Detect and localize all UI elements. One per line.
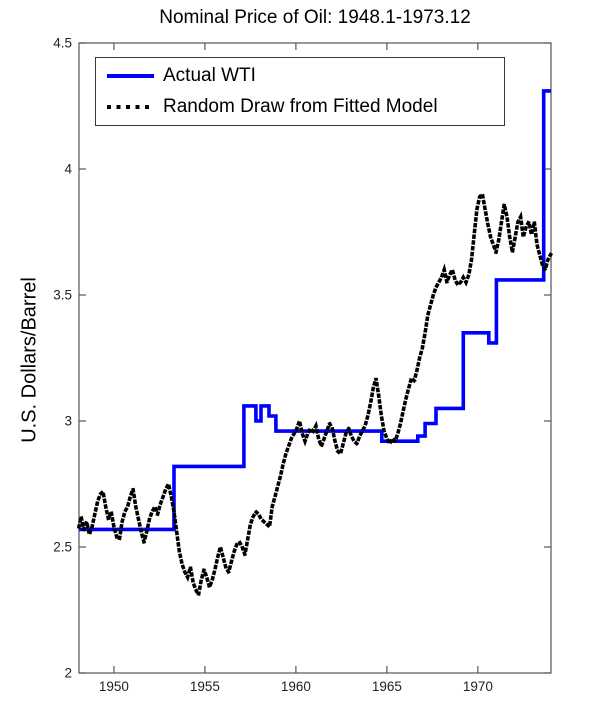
- legend-label-random-draw: Random Draw from Fitted Model: [163, 96, 438, 117]
- x-tick-label: 1955: [190, 679, 220, 694]
- random-draw-line: [76, 190, 554, 601]
- x-tick-label: 1960: [281, 679, 311, 694]
- legend-solid-line-sample: [107, 74, 154, 78]
- legend-entry-actual-wti: Actual WTI: [107, 63, 504, 89]
- chart-title: Nominal Price of Oil: 1948.1-1973.12: [159, 7, 471, 28]
- x-tick-label: 1950: [99, 679, 129, 694]
- legend-entry-random-draw: Random Draw from Fitted Model: [107, 94, 504, 120]
- actual-wti-line: [79, 89, 551, 532]
- y-tick-label: 3: [64, 414, 72, 429]
- y-tick-label: 2: [64, 666, 72, 681]
- legend: Actual WTI Random Draw from Fitted Model: [95, 57, 505, 126]
- y-tick-label: 4.5: [53, 36, 72, 51]
- x-tick-label: 1970: [463, 679, 493, 694]
- y-tick-label: 3.5: [53, 288, 72, 303]
- axis-box: [78, 42, 552, 674]
- y-tick-label: 2.5: [53, 540, 72, 555]
- x-tick-label: 1965: [372, 679, 402, 694]
- legend-label-actual-wti: Actual WTI: [163, 65, 256, 86]
- legend-dotted-line-sample: [107, 105, 154, 109]
- y-tick-label: 4: [64, 162, 72, 177]
